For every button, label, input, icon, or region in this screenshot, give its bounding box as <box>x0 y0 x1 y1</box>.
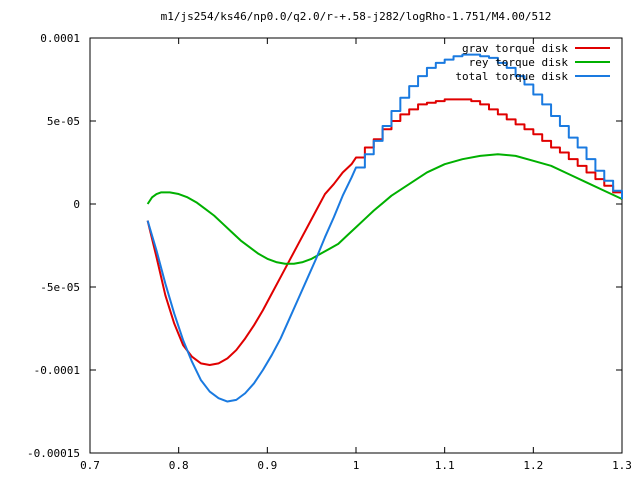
y-tick-label: 0 <box>73 198 80 211</box>
x-tick-label: 0.7 <box>80 459 100 472</box>
x-tick-label: 1.2 <box>523 459 543 472</box>
y-tick-label: 5e-05 <box>47 115 80 128</box>
x-tick-label: 1.1 <box>435 459 455 472</box>
x-tick-label: 1.3 <box>612 459 632 472</box>
chart-title: m1/js254/ks46/np0.0/q2.0/r-+.58-j282/log… <box>161 10 552 23</box>
y-tick-label: -0.00015 <box>27 447 80 460</box>
series-line-total-torque-disk <box>146 53 623 403</box>
y-tick-label: 0.0001 <box>40 32 80 45</box>
legend-label: grav torque disk <box>462 42 568 55</box>
legend-label: rey torque disk <box>469 56 569 69</box>
legend-label: total torque disk <box>455 70 568 83</box>
y-tick-label: -0.0001 <box>34 364 80 377</box>
x-tick-label: 0.8 <box>169 459 189 472</box>
axes-layer: 0.7 0.8 0.9 1 1.1 1.2 1.3 -0.00015 -0.0001 -5e-05… <box>27 32 632 472</box>
series-layer <box>146 53 623 403</box>
x-tick-label: 1 <box>353 459 360 472</box>
series-line-grav-torque-disk <box>146 98 623 367</box>
x-tick-label: 0.9 <box>257 459 277 472</box>
series-line-rey-torque-disk <box>146 153 623 265</box>
y-tick-label: -5e-05 <box>40 281 80 294</box>
